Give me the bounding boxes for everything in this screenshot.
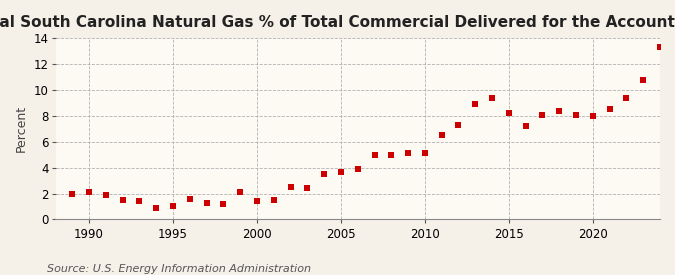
Point	[369, 152, 380, 157]
Point	[302, 186, 313, 191]
Point	[403, 151, 414, 156]
Point	[151, 205, 161, 210]
Point	[554, 108, 565, 113]
Point	[67, 191, 78, 196]
Point	[655, 45, 666, 50]
Point	[420, 151, 431, 156]
Title: Annual South Carolina Natural Gas % of Total Commercial Delivered for the Accoun: Annual South Carolina Natural Gas % of T…	[0, 15, 675, 30]
Point	[84, 190, 95, 194]
Text: Source: U.S. Energy Information Administration: Source: U.S. Energy Information Administ…	[47, 264, 311, 274]
Point	[520, 124, 531, 128]
Point	[285, 185, 296, 189]
Point	[269, 198, 279, 202]
Point	[587, 114, 598, 118]
Point	[537, 112, 548, 117]
Point	[621, 95, 632, 100]
Point	[252, 199, 263, 204]
Y-axis label: Percent: Percent	[15, 105, 28, 152]
Point	[570, 112, 581, 117]
Point	[167, 204, 178, 209]
Point	[335, 169, 346, 174]
Point	[436, 133, 447, 138]
Point	[604, 107, 615, 112]
Point	[319, 172, 329, 176]
Point	[235, 190, 246, 194]
Point	[470, 102, 481, 106]
Point	[504, 111, 514, 116]
Point	[352, 167, 363, 171]
Point	[453, 123, 464, 127]
Point	[218, 202, 229, 206]
Point	[386, 152, 397, 157]
Point	[134, 199, 145, 204]
Point	[487, 95, 497, 100]
Point	[201, 200, 212, 205]
Point	[184, 197, 195, 201]
Point	[117, 198, 128, 202]
Point	[101, 192, 111, 197]
Point	[638, 77, 649, 82]
